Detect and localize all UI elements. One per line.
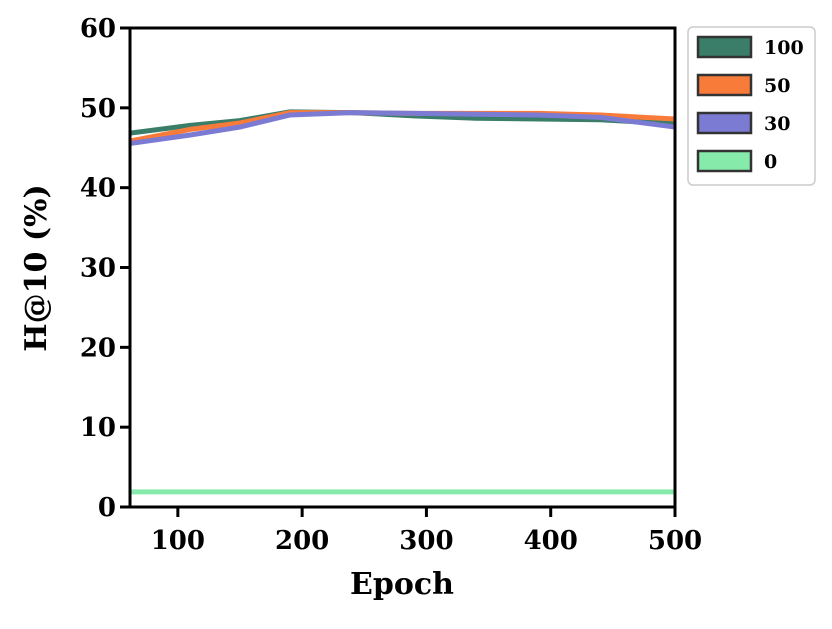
x-tick-label: 200 xyxy=(275,526,329,556)
legend-label: 0 xyxy=(764,151,777,173)
legend-box xyxy=(687,26,816,186)
line xyxy=(130,110,675,147)
x-tick-label: 300 xyxy=(399,526,453,556)
x-tick-label: 500 xyxy=(648,526,702,556)
y-tick-label: 10 xyxy=(80,413,116,443)
y-tick-label: 50 xyxy=(80,94,116,124)
legend-swatch xyxy=(696,111,753,135)
y-tick-label: 20 xyxy=(80,333,116,363)
legend-label: 30 xyxy=(764,113,790,135)
y-tick-label: 60 xyxy=(80,14,116,44)
x-tick-label: 100 xyxy=(151,526,205,556)
legend-swatch xyxy=(696,35,753,59)
x-axis-label: Epoch xyxy=(350,567,454,602)
legend-swatch xyxy=(696,149,753,173)
y-tick-label: 0 xyxy=(98,493,116,523)
x-tick-label: 400 xyxy=(524,526,578,556)
legend-label: 50 xyxy=(764,75,790,97)
y-tick-label: 40 xyxy=(80,174,116,204)
legend-swatch xyxy=(696,73,753,97)
y-tick-label: 30 xyxy=(80,254,116,284)
legend-label: 100 xyxy=(764,37,804,59)
plot-frame xyxy=(128,26,677,509)
y-axis-label: H@10 (%) xyxy=(19,184,54,351)
